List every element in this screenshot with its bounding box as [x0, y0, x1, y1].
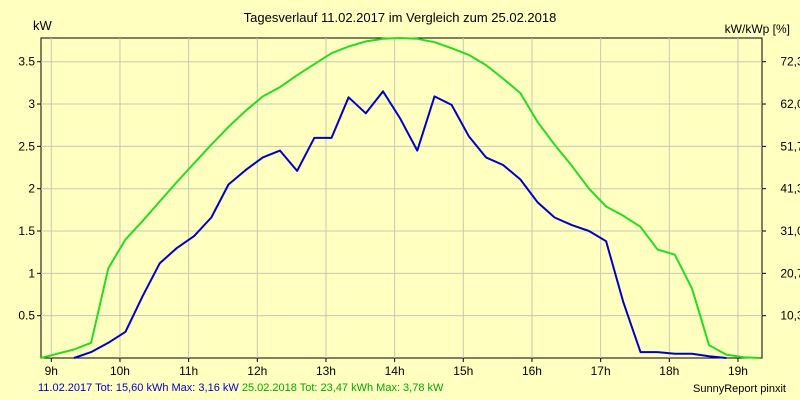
x-tick-label: 14h — [385, 364, 405, 378]
y-tick-label: 3 — [28, 97, 35, 111]
series-line-1 — [73, 90, 727, 359]
y-axis-unit-left: kW — [33, 18, 52, 33]
grid — [41, 38, 762, 358]
x-tick-label: 11h — [179, 364, 198, 378]
y2-tick-label: 72,3 — [780, 55, 800, 69]
plot-area — [40, 37, 763, 359]
x-tick-label: 19h — [728, 364, 748, 378]
series — [40, 37, 761, 359]
x-tick-label: 17h — [591, 364, 611, 378]
y-tick-label: 2.5 — [18, 139, 35, 153]
y2-tick-label: 10,3 — [780, 309, 800, 323]
chart-title: Tagesverlauf 11.02.2017 im Vergleich zum… — [243, 10, 557, 25]
y2-tick-label: 20,7 — [780, 266, 800, 280]
legend-series-2: 25.02.2018 Tot: 23,47 kWh Max: 3,78 kW — [241, 382, 444, 394]
legend: 11.02.2017 Tot: 15,60 kWh Max: 3,16 kW 2… — [38, 382, 443, 394]
x-tick-label: 16h — [522, 364, 542, 378]
y-tick-label: 1.5 — [18, 224, 35, 238]
axes: 9h 10h 11h 12h 13h 14h 15h 16h 17h 18h 19h 0.5 1 1.5 2… — [18, 55, 800, 378]
series-line-2 — [40, 37, 761, 359]
x-tick-label: 13h — [316, 364, 336, 378]
y-tick-label: 1 — [28, 266, 35, 280]
y-tick-label: 2 — [28, 182, 35, 196]
x-tick-label: 15h — [453, 364, 473, 378]
y-tick-label: 3.5 — [18, 55, 35, 69]
x-tick-label: 18h — [659, 364, 679, 378]
x-tick-label: 12h — [247, 364, 267, 378]
y2-tick-label: 51,7 — [780, 139, 800, 153]
y2-tick-label: 41,3 — [780, 182, 800, 196]
y2-tick-label: 31,0 — [780, 224, 800, 238]
y-axis-unit-right: kW/kWp [%] — [724, 22, 790, 36]
legend-series-1: 11.02.2017 Tot: 15,60 kWh Max: 3,16 kW — [38, 382, 239, 394]
y-tick-label: 0.5 — [18, 309, 35, 323]
x-tick-label: 10h — [110, 364, 130, 378]
x-tick-label: 9h — [45, 364, 58, 378]
brand-label: SunnyReport pinxit — [693, 383, 786, 395]
y2-tick-label: 62,0 — [780, 97, 800, 111]
